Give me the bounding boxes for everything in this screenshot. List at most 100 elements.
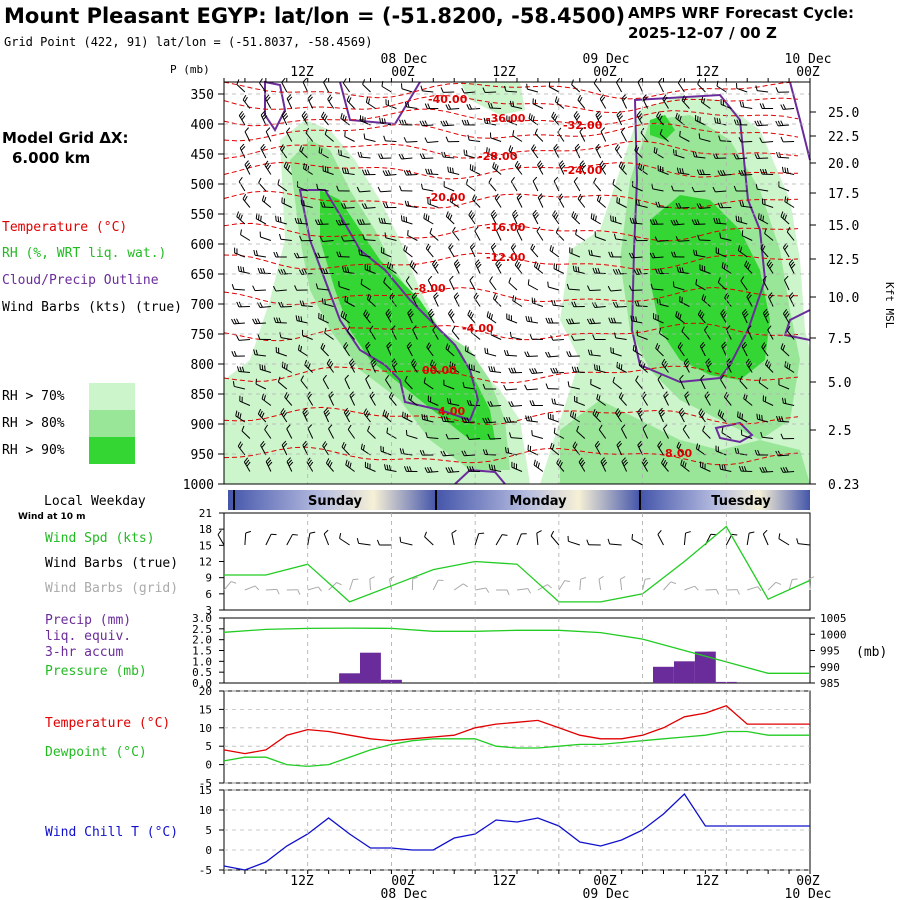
- wind-barb-feather: [286, 364, 288, 370]
- wind-barb-staff: [615, 306, 627, 308]
- wind-barb: [516, 226, 523, 241]
- grid-point-label: Grid Point (422, 91) lat/lon = (-51.8037…: [4, 35, 372, 49]
- wind-barb-staff: [757, 157, 769, 160]
- pressure-tick-label: 985: [820, 677, 840, 690]
- wind-barb: [547, 281, 560, 291]
- wind-barb-staff: [260, 236, 272, 241]
- top-date-label: 08 Dec: [381, 52, 428, 67]
- wind-barb-staff: [637, 444, 644, 456]
- wind-barb: [736, 83, 748, 93]
- wind-barb-feather: [466, 119, 470, 126]
- surface-wind-barb-feather: [451, 529, 457, 534]
- wind-barb-feather: [565, 318, 570, 325]
- wind-barb-staff: [300, 380, 309, 390]
- wind-barb-feather: [744, 260, 748, 266]
- wind-barb-feather: [537, 193, 543, 198]
- wind-barb-feather: [698, 133, 701, 139]
- wind-barb-feather: [252, 285, 256, 291]
- surface-wind-barb-feather: [462, 583, 469, 588]
- surface-wind-barb-staff: [339, 537, 350, 546]
- surface-wind-barb-feather: [412, 576, 418, 580]
- wind-barb-feather: [343, 443, 347, 450]
- wind-barb-staff: [317, 288, 329, 291]
- wind-barb-feather: [506, 313, 508, 319]
- surface-wind-barb-staff: [223, 581, 232, 591]
- wind-barb-feather: [293, 252, 298, 259]
- wind-barb: [327, 94, 335, 109]
- wind-barb: [577, 94, 586, 109]
- wind-barb-feather: [451, 362, 454, 369]
- wind-barb-feather: [598, 196, 602, 203]
- wind-barb-staff: [757, 124, 769, 127]
- wind-barb: [558, 160, 566, 175]
- wind-barb-feather: [745, 394, 748, 401]
- wind-barb: [720, 375, 727, 390]
- wind-barb-feather: [286, 457, 292, 462]
- wind-barb-feather: [677, 342, 682, 348]
- isotherm-line: [223, 190, 799, 210]
- wind-barb-feather: [492, 293, 496, 299]
- wind-barb-staff: [453, 296, 460, 307]
- wind-barb: [449, 196, 460, 208]
- wind-barb-feather: [298, 315, 300, 322]
- wind-barb: [286, 424, 293, 439]
- wind-barb-feather: [581, 461, 586, 467]
- wind-barb: [510, 176, 518, 192]
- wind-barb-feather: [239, 214, 243, 221]
- wind-barb: [441, 151, 455, 159]
- wind-barb-staff: [558, 164, 565, 175]
- wind-barb-staff: [615, 412, 623, 423]
- surface-wind-barb-staff: [475, 587, 487, 591]
- wind-barb-staff: [783, 108, 795, 110]
- wind-barb: [610, 347, 622, 357]
- surface-wind-barb-feather: [564, 580, 571, 582]
- wind-barb-staff: [234, 252, 246, 258]
- wind-barb-feather: [262, 268, 266, 274]
- wind-barb-feather: [617, 268, 622, 275]
- wind-barb-feather: [553, 212, 558, 218]
- wind-barb: [741, 230, 753, 241]
- wind-barb-feather: [447, 104, 452, 110]
- wind-barb: [299, 145, 309, 159]
- wind-barb-staff: [427, 203, 439, 208]
- surface-wind-barb-grid: [265, 588, 280, 595]
- wind-barb: [684, 391, 690, 406]
- wind-barb-feather: [257, 318, 261, 324]
- wind-barb-feather: [764, 311, 769, 316]
- wind-barb-feather: [571, 211, 575, 217]
- pressure-line: [223, 627, 810, 674]
- wind-barb: [490, 209, 498, 225]
- wind-barb-feather: [769, 263, 774, 269]
- wind-barb-feather: [695, 151, 698, 158]
- wind-barb: [754, 449, 769, 456]
- wind-barb-feather: [427, 215, 430, 222]
- wind-barb-staff: [657, 379, 664, 390]
- wind-barb-feather: [361, 203, 365, 209]
- wind-barb-feather: [281, 197, 283, 203]
- wind-barb-staff: [590, 218, 601, 225]
- wind-barb-feather: [720, 202, 724, 208]
- wind-barb: [400, 215, 413, 225]
- wind-barb: [721, 341, 727, 357]
- wind-barb-staff: [280, 306, 292, 308]
- wind-barb-staff: [573, 270, 585, 274]
- wind-barb-feather: [253, 249, 256, 256]
- wind-barb: [696, 169, 711, 176]
- wind-barb-staff: [758, 218, 769, 225]
- wind-barb-feather: [496, 195, 501, 201]
- wind-barb-staff: [701, 298, 711, 307]
- wind-barb-feather: [427, 245, 431, 251]
- wind-barb-feather: [769, 294, 774, 300]
- wind-barb: [525, 315, 538, 324]
- wind-barb-feather: [370, 358, 375, 363]
- wind-barb-feather: [510, 315, 512, 321]
- wind-barb-staff: [636, 305, 648, 307]
- wind-barb: [425, 432, 439, 439]
- wind-barb: [283, 161, 293, 175]
- wind-barb: [286, 94, 293, 109]
- rh-legend-90-swatch: [89, 437, 135, 464]
- wind-barb-feather: [322, 374, 327, 380]
- wind-barb: [691, 186, 706, 193]
- wind-barb: [678, 407, 686, 423]
- wind-barb: [614, 332, 627, 340]
